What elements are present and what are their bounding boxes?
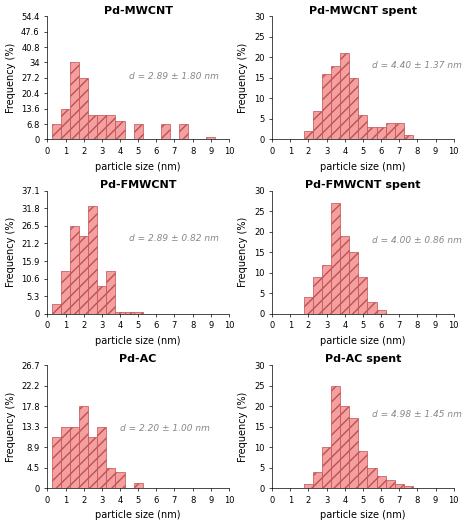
Text: d = 4.00 ± 0.86 nm: d = 4.00 ± 0.86 nm bbox=[372, 236, 462, 245]
Bar bbox=[52, 124, 61, 139]
Bar bbox=[70, 427, 79, 488]
Bar bbox=[340, 53, 349, 139]
Bar bbox=[386, 480, 395, 488]
Text: d = 2.89 ± 1.80 nm: d = 2.89 ± 1.80 nm bbox=[129, 72, 219, 80]
Bar bbox=[349, 78, 358, 139]
Bar bbox=[395, 484, 404, 488]
Bar bbox=[304, 484, 313, 488]
Bar bbox=[322, 265, 331, 314]
Bar bbox=[97, 286, 106, 314]
X-axis label: particle size (nm): particle size (nm) bbox=[320, 336, 406, 346]
Bar bbox=[367, 127, 376, 139]
Bar bbox=[358, 277, 367, 314]
Bar bbox=[358, 451, 367, 488]
Y-axis label: Frequency (%): Frequency (%) bbox=[238, 43, 248, 113]
X-axis label: particle size (nm): particle size (nm) bbox=[95, 336, 181, 346]
Bar bbox=[134, 483, 143, 488]
Text: d = 2.89 ± 0.82 nm: d = 2.89 ± 0.82 nm bbox=[129, 234, 219, 243]
Y-axis label: Frequency (%): Frequency (%) bbox=[6, 43, 16, 113]
Bar bbox=[331, 203, 340, 314]
Bar bbox=[304, 297, 313, 314]
Title: Pd-MWCNT spent: Pd-MWCNT spent bbox=[309, 6, 417, 16]
Y-axis label: Frequency (%): Frequency (%) bbox=[6, 217, 16, 287]
Text: d = 2.20 ± 1.00 nm: d = 2.20 ± 1.00 nm bbox=[120, 424, 210, 433]
Bar bbox=[349, 419, 358, 488]
Bar bbox=[404, 135, 413, 139]
Bar bbox=[367, 468, 376, 488]
Bar bbox=[313, 277, 322, 314]
Title: Pd-AC spent: Pd-AC spent bbox=[325, 355, 401, 365]
Bar bbox=[340, 406, 349, 488]
Title: Pd-AC: Pd-AC bbox=[119, 355, 157, 365]
Y-axis label: Frequency (%): Frequency (%) bbox=[238, 391, 248, 462]
Bar bbox=[304, 131, 313, 139]
Bar bbox=[404, 486, 413, 488]
Bar bbox=[52, 437, 61, 488]
Bar bbox=[88, 437, 97, 488]
Bar bbox=[134, 124, 143, 139]
X-axis label: particle size (nm): particle size (nm) bbox=[320, 510, 406, 520]
Bar bbox=[134, 312, 143, 314]
Bar bbox=[61, 427, 70, 488]
Bar bbox=[116, 472, 125, 488]
Bar bbox=[116, 312, 125, 314]
Text: d = 4.40 ± 1.37 nm: d = 4.40 ± 1.37 nm bbox=[372, 62, 462, 70]
Bar bbox=[206, 137, 215, 139]
Bar bbox=[376, 127, 386, 139]
Bar bbox=[79, 406, 88, 488]
Bar bbox=[97, 115, 106, 139]
Bar bbox=[322, 447, 331, 488]
Bar bbox=[395, 123, 404, 139]
Bar bbox=[331, 386, 340, 488]
Bar bbox=[386, 123, 395, 139]
Bar bbox=[358, 115, 367, 139]
Bar bbox=[125, 312, 134, 314]
Bar bbox=[88, 115, 97, 139]
Text: d = 4.98 ± 1.45 nm: d = 4.98 ± 1.45 nm bbox=[372, 410, 462, 419]
Bar bbox=[376, 310, 386, 314]
Bar bbox=[79, 78, 88, 139]
Y-axis label: Frequency (%): Frequency (%) bbox=[6, 391, 16, 462]
Bar bbox=[331, 66, 340, 139]
Y-axis label: Frequency (%): Frequency (%) bbox=[238, 217, 248, 287]
Bar bbox=[349, 252, 358, 314]
Bar bbox=[61, 271, 70, 314]
Bar bbox=[106, 468, 116, 488]
Bar bbox=[106, 115, 116, 139]
Bar bbox=[106, 271, 116, 314]
Bar bbox=[70, 226, 79, 314]
Bar bbox=[367, 301, 376, 314]
Bar bbox=[70, 63, 79, 139]
Bar bbox=[322, 74, 331, 139]
Bar bbox=[52, 304, 61, 314]
Bar bbox=[116, 122, 125, 139]
Bar bbox=[97, 427, 106, 488]
Bar bbox=[88, 206, 97, 314]
Bar bbox=[313, 472, 322, 488]
Bar bbox=[340, 236, 349, 314]
X-axis label: particle size (nm): particle size (nm) bbox=[95, 161, 181, 171]
Title: Pd-FMWCNT: Pd-FMWCNT bbox=[100, 180, 176, 190]
Bar bbox=[313, 110, 322, 139]
Bar bbox=[161, 124, 170, 139]
X-axis label: particle size (nm): particle size (nm) bbox=[95, 510, 181, 520]
X-axis label: particle size (nm): particle size (nm) bbox=[320, 161, 406, 171]
Bar bbox=[376, 476, 386, 488]
Title: Pd-MWCNT: Pd-MWCNT bbox=[104, 6, 173, 16]
Bar bbox=[79, 236, 88, 314]
Title: Pd-FMWCNT spent: Pd-FMWCNT spent bbox=[305, 180, 421, 190]
Bar bbox=[179, 124, 188, 139]
Bar bbox=[61, 109, 70, 139]
